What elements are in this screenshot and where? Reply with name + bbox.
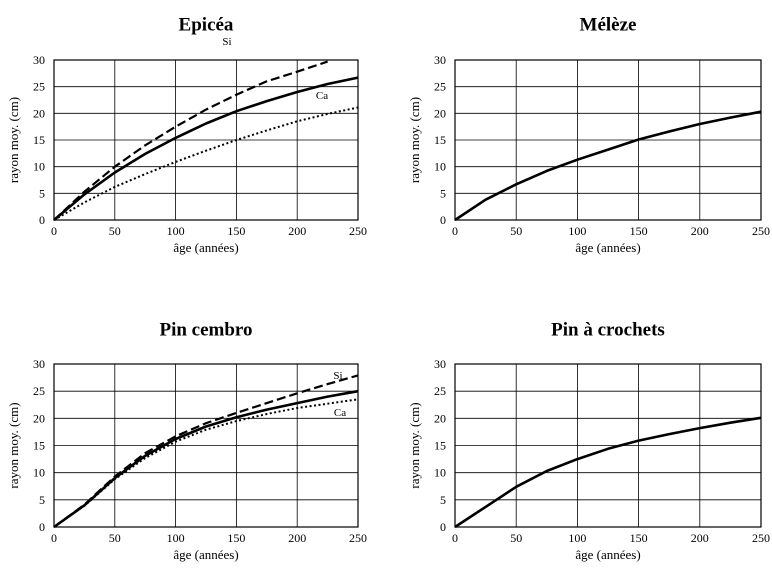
- chart-panel: Mélèze 0 50 100 150 200 250 0 5 10 15 20 25 30 âge (an…: [407, 14, 770, 255]
- series-label: Si: [333, 370, 342, 382]
- series-line-si: [53, 374, 359, 528]
- x-tick-label: 0: [452, 224, 458, 238]
- x-tick-label: 50: [109, 224, 121, 238]
- chart-title: Epicéa: [179, 14, 234, 35]
- y-tick-label: 15: [434, 133, 446, 147]
- x-tick-label: 50: [510, 531, 522, 545]
- x-axis-label: âge (années): [173, 240, 238, 255]
- y-axis-label: rayon moy. (cm): [6, 97, 21, 183]
- y-tick-label: 0: [39, 213, 45, 227]
- x-tick-label: 50: [109, 531, 121, 545]
- y-tick-label: 15: [33, 439, 45, 453]
- y-tick-label: 30: [33, 357, 45, 371]
- x-tick-label: 200: [691, 224, 709, 238]
- x-tick-label: 250: [752, 224, 770, 238]
- y-tick-label: 15: [434, 439, 446, 453]
- x-tick-label: 200: [691, 531, 709, 545]
- x-tick-label: 100: [167, 531, 185, 545]
- plot-frame: [454, 363, 762, 528]
- y-tick-label: 5: [440, 493, 446, 507]
- y-tick-label: 0: [440, 520, 446, 534]
- y-tick-label: 20: [434, 411, 446, 425]
- plot-frame: [53, 363, 359, 528]
- x-tick-label: 50: [510, 224, 522, 238]
- chart-title: Pin à crochets: [551, 319, 665, 340]
- series-line-main: [454, 110, 762, 222]
- series-line-ca: [53, 398, 359, 528]
- y-tick-label: 15: [33, 133, 45, 147]
- x-tick-label: 200: [288, 531, 306, 545]
- y-axis-label: rayon moy. (cm): [407, 97, 422, 183]
- series-label: Si: [222, 36, 231, 48]
- y-tick-label: 5: [440, 186, 446, 200]
- y-tick-label: 0: [440, 213, 446, 227]
- x-tick-label: 0: [452, 531, 458, 545]
- y-tick-label: 25: [434, 80, 446, 94]
- x-tick-label: 250: [752, 531, 770, 545]
- y-tick-label: 0: [39, 520, 45, 534]
- chart-title: Pin cembro: [159, 319, 252, 340]
- plot-frame: [454, 59, 762, 221]
- x-tick-label: 100: [568, 531, 586, 545]
- series-label: Ca: [316, 90, 328, 102]
- x-tick-label: 150: [630, 531, 648, 545]
- x-tick-label: 250: [349, 224, 367, 238]
- y-tick-label: 10: [434, 160, 446, 174]
- x-tick-label: 100: [568, 224, 586, 238]
- y-tick-label: 5: [39, 493, 45, 507]
- y-tick-label: 10: [434, 466, 446, 480]
- y-tick-label: 25: [434, 384, 446, 398]
- y-tick-label: 10: [33, 160, 45, 174]
- x-tick-label: 150: [227, 531, 245, 545]
- chart-title: Mélèze: [580, 14, 637, 35]
- y-tick-label: 25: [33, 384, 45, 398]
- series-line-main: [53, 389, 359, 529]
- x-tick-label: 150: [227, 224, 245, 238]
- series-line-si: [53, 60, 328, 221]
- x-tick-label: 200: [288, 224, 306, 238]
- series-line-main: [454, 416, 762, 529]
- chart-panel: Epicéa 0 50 100 150 200 250 0 5 10 15 20 25 30 âge (an…: [6, 14, 367, 255]
- y-tick-label: 20: [434, 106, 446, 120]
- y-axis-label: rayon moy. (cm): [6, 402, 21, 488]
- x-axis-label: âge (années): [575, 240, 640, 255]
- y-axis-label: rayon moy. (cm): [407, 402, 422, 488]
- plot-frame: [53, 59, 359, 221]
- series-label: Ca: [334, 407, 346, 419]
- y-tick-label: 20: [33, 411, 45, 425]
- x-tick-label: 100: [167, 224, 185, 238]
- x-tick-label: 250: [349, 531, 367, 545]
- x-tick-label: 0: [51, 531, 57, 545]
- y-tick-label: 30: [33, 53, 45, 67]
- y-tick-label: 25: [33, 80, 45, 94]
- y-tick-label: 10: [33, 466, 45, 480]
- series-line-main: [53, 76, 359, 221]
- chart-panel: Pin à crochets 0 50 100 150 200 250 0 5 10 15 20 25 3…: [407, 319, 770, 562]
- x-tick-label: 150: [630, 224, 648, 238]
- y-tick-label: 20: [33, 106, 45, 120]
- x-tick-label: 0: [51, 224, 57, 238]
- x-axis-label: âge (années): [173, 547, 238, 562]
- x-axis-label: âge (années): [575, 547, 640, 562]
- y-tick-label: 30: [434, 53, 446, 67]
- y-tick-label: 30: [434, 357, 446, 371]
- series-line-ca: [53, 106, 359, 221]
- chart-panel: Pin cembro 0 50 100 150 200 250 0 5 10 15 20 25 30 âge…: [6, 319, 367, 562]
- y-tick-label: 5: [39, 186, 45, 200]
